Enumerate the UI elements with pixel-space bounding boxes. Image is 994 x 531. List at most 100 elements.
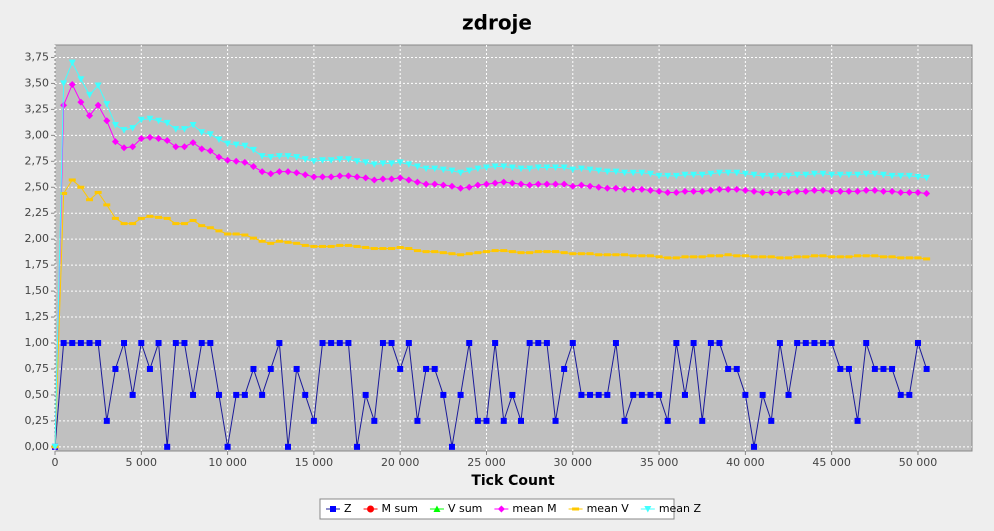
marker: [129, 391, 136, 398]
marker: [94, 190, 102, 194]
marker: [345, 340, 352, 347]
marker: [137, 116, 145, 124]
marker: [413, 163, 421, 170]
series-line: [54, 342, 928, 447]
y-tick-label: 1,00: [25, 336, 50, 349]
marker: [129, 222, 137, 226]
x-tick-label: 15 000: [295, 456, 334, 469]
marker: [828, 340, 835, 347]
marker: [491, 163, 499, 170]
marker: [923, 365, 930, 372]
marker: [465, 167, 473, 175]
marker: [330, 506, 336, 512]
marker: [854, 254, 862, 258]
marker: [474, 417, 481, 424]
marker: [60, 101, 68, 109]
marker: [750, 255, 758, 259]
marker: [518, 417, 525, 424]
marker: [413, 178, 421, 186]
marker: [275, 168, 283, 176]
marker: [828, 187, 836, 195]
marker: [111, 138, 119, 146]
marker: [534, 250, 542, 254]
marker: [423, 365, 430, 372]
marker: [914, 256, 922, 260]
marker: [137, 216, 145, 220]
marker: [664, 172, 672, 180]
marker: [768, 417, 775, 424]
marker: [647, 391, 654, 398]
marker: [146, 115, 154, 123]
marker: [439, 166, 447, 174]
marker: [155, 134, 163, 142]
marker: [707, 254, 715, 258]
marker: [690, 255, 698, 259]
marker: [310, 417, 317, 424]
marker: [621, 169, 629, 177]
marker: [715, 254, 723, 258]
marker: [889, 365, 896, 372]
marker: [854, 171, 862, 179]
marker: [767, 172, 775, 180]
marker: [879, 255, 887, 259]
marker: [302, 391, 309, 398]
marker: [379, 247, 387, 251]
marker: [77, 185, 85, 189]
marker: [77, 340, 84, 347]
marker: [733, 365, 740, 372]
marker: [776, 340, 783, 347]
marker: [810, 170, 818, 178]
marker: [776, 256, 784, 260]
marker: [60, 80, 68, 87]
marker: [508, 179, 516, 187]
marker: [163, 216, 171, 220]
marker: [86, 112, 94, 120]
marker: [810, 186, 818, 194]
y-tick-label: 3,00: [25, 128, 50, 141]
y-tick-label: 1,50: [25, 284, 50, 297]
marker: [595, 391, 602, 398]
legend-label: mean V: [587, 502, 630, 515]
marker: [699, 417, 706, 424]
marker: [94, 101, 102, 109]
marker: [388, 340, 395, 347]
marker: [733, 254, 741, 258]
marker: [293, 241, 301, 245]
marker: [250, 365, 257, 372]
marker: [482, 250, 490, 254]
marker: [198, 145, 206, 153]
marker: [863, 340, 870, 347]
marker: [905, 188, 913, 196]
marker: [716, 340, 723, 347]
marker: [888, 172, 896, 180]
x-axis-label: Tick Count: [471, 473, 555, 489]
marker: [474, 165, 482, 173]
marker: [275, 239, 283, 243]
x-tick-label: 30 000: [554, 456, 593, 469]
marker: [155, 340, 162, 347]
marker: [543, 250, 551, 254]
marker: [629, 169, 637, 177]
marker: [433, 505, 441, 512]
marker: [215, 391, 222, 398]
marker: [327, 173, 335, 181]
marker: [457, 184, 465, 192]
marker: [724, 253, 732, 257]
marker: [587, 391, 594, 398]
marker: [465, 183, 473, 191]
marker: [111, 216, 119, 220]
y-tick-label: 2,50: [25, 180, 50, 193]
marker: [215, 136, 223, 143]
marker: [897, 172, 905, 180]
marker: [483, 417, 490, 424]
marker: [405, 176, 413, 184]
marker: [163, 119, 171, 127]
marker: [129, 143, 137, 151]
marker: [715, 185, 723, 193]
legend-item: M sum: [363, 502, 418, 515]
x-tick-label: 50 000: [899, 456, 938, 469]
marker: [871, 170, 879, 178]
marker: [103, 117, 111, 125]
marker: [914, 340, 921, 347]
marker: [595, 253, 603, 257]
